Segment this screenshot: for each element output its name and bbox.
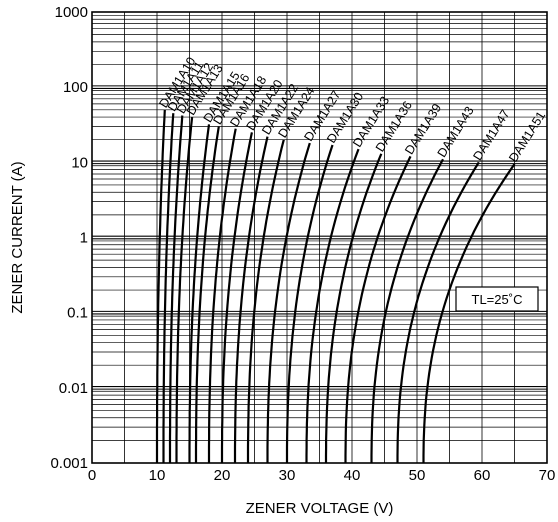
x-tick-label: 30 (279, 467, 296, 484)
series-curves (155, 109, 516, 463)
y-tick-label: 1 (80, 230, 88, 247)
series-curve (155, 109, 166, 463)
series-curve (396, 161, 480, 463)
y-tick-label: 10 (71, 154, 88, 171)
x-tick-label: 50 (409, 467, 426, 484)
y-tick-label: 0.001 (50, 455, 88, 472)
series-curve (207, 128, 237, 463)
series-curve (175, 116, 194, 463)
annotation-text: TL=25˚C (472, 292, 523, 307)
x-tick-label: 0 (88, 467, 96, 484)
y-tick-label: 100 (63, 79, 88, 96)
x-tick-label: 70 (539, 467, 556, 484)
grid (92, 12, 547, 463)
series-curve (305, 148, 360, 463)
series-curve (220, 132, 253, 463)
x-tick-label: 40 (344, 467, 361, 484)
series-curve (246, 139, 285, 463)
x-tick-label: 20 (214, 467, 231, 484)
y-tick-label: 1000 (55, 4, 88, 21)
series-curve (194, 126, 220, 463)
series-curve (324, 153, 383, 463)
series-curve (422, 163, 516, 463)
series-curve (162, 113, 175, 463)
plot-frame (91, 11, 548, 464)
series-curve (370, 158, 444, 463)
y-tick-label: 0.1 (67, 305, 88, 322)
x-tick-label: 60 (474, 467, 491, 484)
series-curve (168, 115, 184, 463)
annotation-box (455, 286, 539, 312)
temperature-annotation: TL=25˚C (455, 286, 539, 312)
series-curve (344, 155, 412, 463)
series-curve (233, 136, 269, 463)
series-curve (188, 124, 211, 463)
series-curve (285, 144, 334, 463)
x-axis-title: ZENER VOLTAGE (V) (246, 500, 394, 517)
series-curve (266, 142, 311, 463)
y-tick-labels: 0.001 0.01 0.1 1 10 100 1000 (50, 4, 88, 472)
x-tick-label: 10 (149, 467, 166, 484)
y-tick-label: 0.01 (59, 380, 88, 397)
series-label: DAM1A47 (470, 107, 512, 163)
y-axis-title: ZENER CURRENT (A) (9, 161, 26, 313)
x-tick-labels: 0 10 20 30 40 50 60 70 (88, 467, 556, 484)
